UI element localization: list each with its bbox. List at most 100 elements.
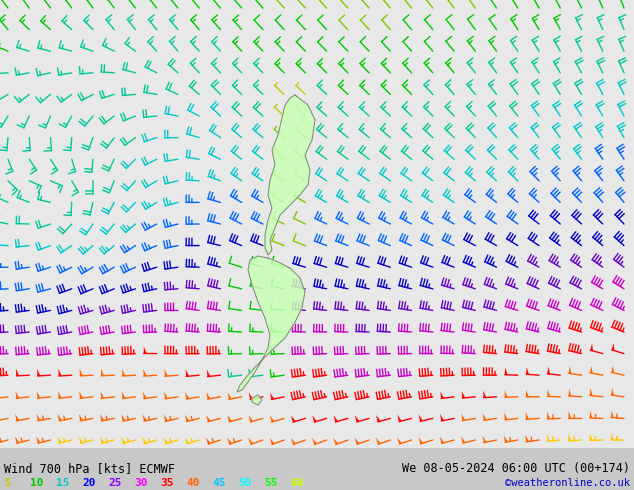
Polygon shape	[440, 392, 444, 398]
Polygon shape	[611, 433, 614, 440]
Polygon shape	[206, 392, 210, 399]
Polygon shape	[547, 367, 550, 374]
Polygon shape	[312, 416, 317, 422]
Polygon shape	[80, 369, 83, 376]
Polygon shape	[354, 438, 359, 444]
Text: 40: 40	[186, 478, 200, 488]
Polygon shape	[611, 411, 614, 418]
Text: 15: 15	[56, 478, 70, 488]
Polygon shape	[184, 437, 190, 444]
Polygon shape	[144, 346, 146, 353]
Polygon shape	[333, 415, 338, 422]
Polygon shape	[227, 415, 232, 422]
Text: 60: 60	[290, 478, 304, 488]
Polygon shape	[354, 415, 359, 422]
Polygon shape	[440, 414, 444, 421]
Bar	[0, 448, 634, 490]
Text: 10: 10	[30, 478, 44, 488]
Polygon shape	[57, 437, 62, 443]
Polygon shape	[418, 437, 423, 444]
Polygon shape	[185, 392, 189, 399]
Polygon shape	[122, 392, 126, 398]
Polygon shape	[186, 369, 189, 376]
Polygon shape	[547, 412, 550, 419]
Polygon shape	[100, 414, 104, 421]
Polygon shape	[206, 438, 210, 444]
Polygon shape	[37, 369, 41, 376]
Polygon shape	[58, 391, 61, 398]
Polygon shape	[164, 437, 168, 444]
Polygon shape	[164, 369, 168, 376]
Text: Wind 700 hPa [kts] ECMWF: Wind 700 hPa [kts] ECMWF	[4, 462, 175, 475]
Text: 55: 55	[264, 478, 278, 488]
Polygon shape	[590, 433, 593, 441]
Polygon shape	[376, 415, 380, 422]
Polygon shape	[590, 389, 593, 396]
Polygon shape	[185, 415, 190, 421]
Polygon shape	[568, 434, 571, 441]
Polygon shape	[590, 411, 593, 418]
Polygon shape	[227, 438, 232, 444]
Polygon shape	[483, 391, 486, 398]
Polygon shape	[249, 438, 254, 444]
Polygon shape	[312, 438, 317, 444]
Polygon shape	[101, 368, 104, 376]
Polygon shape	[100, 392, 104, 398]
Text: 20: 20	[82, 478, 96, 488]
Text: 30: 30	[134, 478, 148, 488]
Polygon shape	[291, 438, 296, 444]
Polygon shape	[121, 437, 126, 443]
Polygon shape	[37, 391, 41, 398]
Polygon shape	[58, 414, 61, 421]
Polygon shape	[15, 391, 19, 398]
Polygon shape	[462, 414, 465, 421]
Polygon shape	[569, 411, 571, 418]
Polygon shape	[142, 437, 147, 443]
Polygon shape	[100, 437, 105, 443]
Polygon shape	[462, 391, 465, 398]
Polygon shape	[569, 389, 571, 396]
Polygon shape	[504, 435, 508, 442]
Polygon shape	[504, 413, 508, 420]
Polygon shape	[526, 390, 529, 397]
Text: ©weatheronline.co.uk: ©weatheronline.co.uk	[505, 478, 630, 488]
Polygon shape	[79, 414, 83, 421]
Polygon shape	[376, 438, 381, 444]
Polygon shape	[79, 391, 83, 398]
Polygon shape	[482, 413, 486, 420]
Polygon shape	[611, 388, 614, 395]
Text: 50: 50	[238, 478, 252, 488]
Polygon shape	[569, 366, 571, 374]
Polygon shape	[397, 437, 402, 444]
Polygon shape	[269, 415, 275, 422]
Text: We 08-05-2024 06:00 UTC (00+174): We 08-05-2024 06:00 UTC (00+174)	[402, 462, 630, 475]
Polygon shape	[16, 368, 19, 376]
Polygon shape	[270, 392, 275, 399]
Polygon shape	[252, 395, 262, 405]
Polygon shape	[547, 434, 550, 441]
Polygon shape	[15, 437, 20, 443]
Polygon shape	[207, 369, 210, 377]
Text: 45: 45	[212, 478, 226, 488]
Polygon shape	[58, 369, 61, 376]
Polygon shape	[228, 392, 231, 399]
Polygon shape	[547, 389, 550, 396]
Polygon shape	[206, 415, 210, 422]
Polygon shape	[526, 412, 529, 419]
Polygon shape	[249, 415, 253, 422]
Polygon shape	[398, 415, 402, 421]
Polygon shape	[121, 414, 126, 421]
Polygon shape	[237, 256, 305, 392]
Polygon shape	[164, 415, 168, 421]
Polygon shape	[418, 415, 423, 421]
Polygon shape	[505, 390, 508, 397]
Polygon shape	[333, 438, 339, 444]
Polygon shape	[505, 368, 508, 375]
Text: 25: 25	[108, 478, 122, 488]
Polygon shape	[269, 438, 275, 444]
Polygon shape	[143, 392, 146, 399]
Polygon shape	[164, 392, 168, 399]
Polygon shape	[525, 435, 529, 442]
Polygon shape	[526, 367, 529, 374]
Polygon shape	[36, 414, 41, 421]
